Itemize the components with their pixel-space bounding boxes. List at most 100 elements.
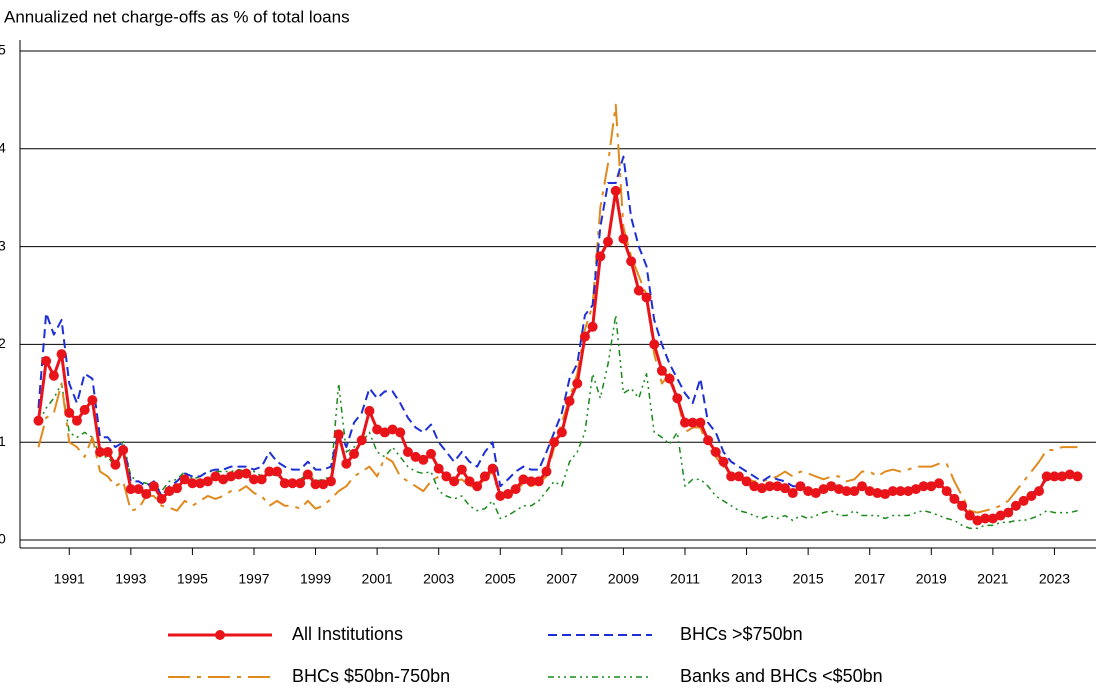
series-marker bbox=[179, 474, 190, 485]
series-marker bbox=[41, 356, 52, 367]
series-marker bbox=[87, 395, 98, 406]
series-marker bbox=[210, 471, 221, 482]
y-tick-label: 0 bbox=[0, 531, 6, 547]
series-marker bbox=[372, 424, 383, 435]
series-marker bbox=[964, 510, 975, 521]
series-marker bbox=[810, 488, 821, 499]
series-marker bbox=[772, 481, 783, 492]
series-marker bbox=[341, 458, 352, 469]
series-marker bbox=[148, 481, 159, 492]
series-marker bbox=[1049, 471, 1060, 482]
series-marker bbox=[56, 349, 67, 360]
series-marker bbox=[579, 331, 590, 342]
series-marker bbox=[795, 481, 806, 492]
series-marker bbox=[910, 484, 921, 495]
series-marker bbox=[502, 489, 513, 500]
x-tick-label: 1993 bbox=[115, 571, 146, 587]
series-marker bbox=[164, 486, 175, 497]
series-line bbox=[37, 103, 1078, 514]
series-marker bbox=[256, 474, 267, 485]
series-marker bbox=[456, 464, 467, 475]
y-tick-label: 5 bbox=[0, 42, 6, 58]
series-marker bbox=[418, 454, 429, 465]
series-marker bbox=[918, 481, 929, 492]
series-marker bbox=[241, 468, 252, 479]
series-marker bbox=[1041, 471, 1052, 482]
series-marker bbox=[541, 466, 552, 477]
series-marker bbox=[118, 445, 129, 456]
x-tick-label: 1995 bbox=[177, 571, 208, 587]
x-tick-label: 2005 bbox=[485, 571, 516, 587]
series-marker bbox=[641, 292, 652, 303]
series-marker bbox=[279, 478, 290, 489]
series-marker bbox=[787, 488, 798, 499]
series-marker bbox=[741, 476, 752, 487]
x-tick-label: 2013 bbox=[731, 571, 762, 587]
series-marker bbox=[633, 285, 644, 296]
series-marker bbox=[156, 493, 167, 504]
series-marker bbox=[679, 417, 690, 428]
series-marker bbox=[1026, 490, 1037, 501]
series-marker bbox=[526, 476, 537, 487]
series-marker bbox=[764, 481, 775, 492]
series-marker bbox=[933, 478, 944, 489]
series-marker bbox=[441, 471, 452, 482]
x-tick-label: 2023 bbox=[1039, 571, 1070, 587]
series-marker bbox=[710, 446, 721, 457]
series-marker bbox=[780, 483, 791, 494]
series-marker bbox=[595, 251, 606, 262]
series-marker bbox=[880, 489, 891, 500]
legend-label: BHCs $50bn-750bn bbox=[292, 666, 450, 686]
series-marker bbox=[1064, 469, 1075, 480]
chart-title: Annualized net charge-offs as % of total… bbox=[4, 7, 350, 26]
series-marker bbox=[495, 490, 506, 501]
x-tick-label: 2015 bbox=[793, 571, 824, 587]
series-marker bbox=[957, 500, 968, 511]
series-marker bbox=[664, 373, 675, 384]
series-marker bbox=[426, 448, 437, 459]
series-marker bbox=[433, 463, 444, 474]
series-marker bbox=[133, 484, 144, 495]
x-tick-label: 2007 bbox=[546, 571, 577, 587]
series-marker bbox=[656, 365, 667, 376]
series-marker bbox=[872, 488, 883, 499]
series-marker bbox=[864, 486, 875, 497]
series-marker bbox=[387, 424, 398, 435]
series-line bbox=[36, 189, 1078, 522]
series-marker bbox=[518, 474, 529, 485]
series-marker bbox=[379, 427, 390, 438]
series-marker bbox=[903, 486, 914, 497]
series-marker bbox=[803, 486, 814, 497]
series-marker bbox=[718, 456, 729, 467]
series-marker bbox=[572, 378, 583, 389]
series-marker bbox=[187, 478, 198, 489]
series-marker bbox=[110, 459, 121, 470]
series-marker bbox=[841, 486, 852, 497]
series-marker bbox=[248, 474, 259, 485]
x-tick-label: 2003 bbox=[423, 571, 454, 587]
series-marker bbox=[71, 415, 82, 426]
series-marker bbox=[325, 476, 336, 487]
x-tick-label: 1997 bbox=[238, 571, 269, 587]
series-marker bbox=[749, 481, 760, 492]
series-marker bbox=[733, 471, 744, 482]
x-tick-label: 2001 bbox=[362, 571, 393, 587]
series-marker bbox=[1018, 495, 1029, 506]
y-tick-label: 4 bbox=[0, 140, 6, 156]
series-marker bbox=[995, 510, 1006, 521]
series-marker bbox=[202, 476, 213, 487]
series-marker bbox=[626, 256, 637, 267]
series-marker bbox=[402, 446, 413, 457]
series-marker bbox=[949, 493, 960, 504]
legend-label: BHCs >$750bn bbox=[680, 624, 803, 644]
series-marker bbox=[849, 486, 860, 497]
series-marker bbox=[610, 185, 621, 196]
series-marker bbox=[533, 476, 544, 487]
series-marker bbox=[264, 466, 275, 477]
series-marker bbox=[333, 429, 344, 440]
series-marker bbox=[233, 469, 244, 480]
series-line bbox=[37, 314, 1078, 530]
series-marker bbox=[818, 484, 829, 495]
series-marker bbox=[125, 484, 136, 495]
